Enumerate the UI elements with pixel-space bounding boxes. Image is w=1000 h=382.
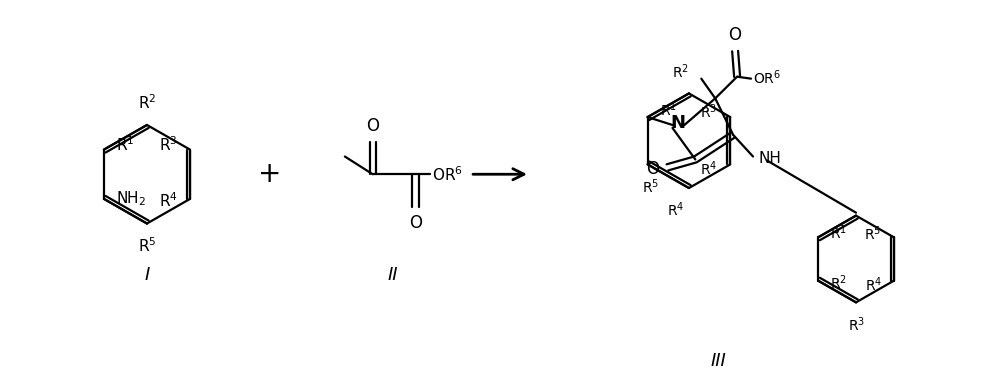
Text: R$^5$: R$^5$ bbox=[138, 236, 156, 255]
Text: N: N bbox=[670, 114, 685, 132]
Text: R$^2$: R$^2$ bbox=[830, 274, 847, 292]
Text: R$^4$: R$^4$ bbox=[667, 201, 684, 219]
Text: OR$^6$: OR$^6$ bbox=[432, 165, 463, 184]
Text: O: O bbox=[409, 214, 422, 231]
Text: R$^2$: R$^2$ bbox=[672, 62, 689, 81]
Text: NH$_2$: NH$_2$ bbox=[116, 189, 146, 208]
Text: R$^4$: R$^4$ bbox=[865, 275, 882, 294]
Text: R$^3$: R$^3$ bbox=[700, 103, 717, 121]
Text: R$^1$: R$^1$ bbox=[116, 135, 134, 154]
Text: R$^3$: R$^3$ bbox=[159, 135, 178, 154]
Text: R$^4$: R$^4$ bbox=[700, 159, 717, 178]
Text: O: O bbox=[366, 117, 379, 135]
Text: R$^5$: R$^5$ bbox=[864, 224, 881, 243]
Text: R$^1$: R$^1$ bbox=[830, 223, 847, 242]
Text: R$^3$: R$^3$ bbox=[848, 315, 866, 334]
Text: R$^1$: R$^1$ bbox=[660, 101, 677, 120]
Text: O: O bbox=[647, 160, 660, 178]
Text: R$^4$: R$^4$ bbox=[159, 191, 178, 210]
Text: III: III bbox=[711, 351, 727, 370]
Text: OR$^6$: OR$^6$ bbox=[753, 68, 781, 87]
Text: NH: NH bbox=[759, 151, 782, 166]
Text: R$^5$: R$^5$ bbox=[642, 177, 659, 196]
Text: R$^2$: R$^2$ bbox=[138, 94, 156, 112]
Text: O: O bbox=[729, 26, 742, 44]
Text: I: I bbox=[144, 266, 150, 284]
Text: +: + bbox=[258, 160, 281, 188]
Text: II: II bbox=[387, 266, 398, 284]
